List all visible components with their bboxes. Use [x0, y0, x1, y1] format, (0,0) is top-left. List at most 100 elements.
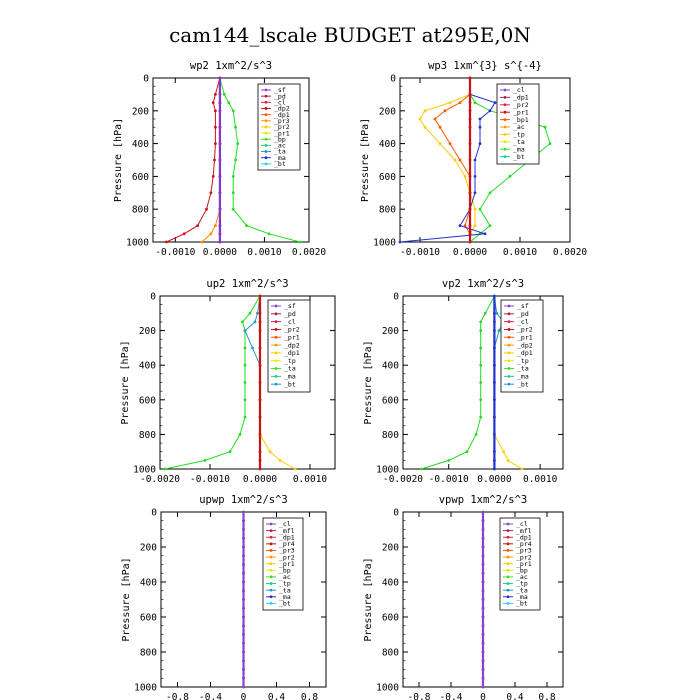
data-point — [479, 398, 483, 402]
data-point — [468, 175, 472, 178]
legend-label: _dp1 — [513, 94, 529, 102]
x-tick-label: 0.0000 — [453, 247, 488, 258]
legend-label: _ta — [274, 148, 286, 156]
data-point — [548, 142, 552, 146]
data-point — [242, 615, 245, 619]
legend-label: _bt — [516, 600, 528, 608]
y-axis-label: Pressure [hPa] — [363, 340, 374, 424]
series-line — [469, 78, 551, 243]
data-point — [479, 381, 483, 384]
data-point — [243, 381, 247, 384]
data-point — [213, 158, 216, 162]
y-axis-label: Pressure [hPa] — [363, 557, 374, 641]
legend-marker — [503, 96, 507, 99]
data-point — [478, 207, 482, 211]
x-tick-label: -0.8 — [166, 692, 189, 700]
data-point — [209, 232, 213, 236]
legend-marker — [506, 595, 510, 599]
data-point — [438, 125, 442, 129]
data-point — [481, 598, 485, 601]
legend-marker — [274, 304, 278, 308]
legend-label: _cl — [513, 86, 525, 94]
data-point — [463, 175, 467, 178]
legend-label: _pr2 — [274, 123, 290, 131]
y-tick-label: 600 — [382, 395, 399, 406]
legend-marker — [274, 343, 278, 347]
legend-marker — [506, 522, 510, 526]
legend-label: _pr2 — [517, 326, 533, 334]
data-point — [493, 415, 496, 419]
legend-label: _pr3 — [279, 547, 295, 555]
data-point — [242, 528, 245, 531]
series-pr2 — [418, 76, 477, 244]
legend-marker — [506, 582, 510, 585]
x-tick-label: -0.0020 — [140, 474, 180, 485]
data-point — [508, 175, 512, 178]
data-point — [481, 685, 485, 689]
legend-marker — [264, 113, 268, 117]
data-point — [468, 109, 472, 113]
legend-label: _bp — [274, 135, 286, 143]
legend-marker — [503, 133, 507, 136]
data-point — [242, 580, 245, 584]
legend-marker — [503, 110, 507, 114]
data-point — [214, 142, 217, 146]
y-tick-label: 0 — [151, 508, 157, 519]
panel-title: upwp 1xm^2/s^3 — [199, 494, 288, 506]
legend: _sf_pd_cl_pr2_pr1_dp2_dp1_tp_ta_ma_bt — [500, 299, 544, 393]
legend-label: _dp1 — [516, 533, 532, 541]
data-point — [218, 240, 222, 244]
legend-marker — [274, 328, 278, 331]
data-point — [473, 175, 477, 178]
chart-panel-1: wp2 1xm^2/s^3 0 200 400 600 800 1000 -0.0010 0.0… — [113, 60, 326, 258]
data-point — [242, 598, 245, 601]
y-tick-label: 0 — [390, 74, 396, 85]
data-point — [481, 519, 485, 523]
series-bt — [468, 76, 472, 244]
legend-marker — [506, 555, 510, 559]
series-pr1 — [200, 76, 222, 244]
legend-marker — [274, 335, 278, 339]
legend-label: _ta — [517, 365, 529, 373]
legend-marker — [507, 320, 511, 324]
data-point — [488, 191, 492, 195]
data-point — [242, 545, 245, 549]
legend: _cl_dp1_pr2_pr1_bp1_ac_tp_ta_ma_bt — [496, 83, 540, 165]
data-point — [468, 207, 472, 211]
data-point — [453, 158, 457, 162]
data-point — [481, 528, 485, 531]
legend-box — [496, 83, 540, 165]
legend-label: _bt — [517, 380, 529, 388]
data-point — [218, 101, 222, 104]
y-tick-label: 1000 — [376, 465, 399, 476]
data-point — [468, 158, 472, 162]
data-point — [242, 606, 245, 610]
data-point — [479, 346, 483, 350]
legend-label: _bp1 — [513, 116, 529, 124]
data-point — [258, 346, 262, 350]
data-point — [493, 459, 496, 462]
series-cl — [242, 510, 245, 689]
x-tick-label: 0.0020 — [553, 247, 588, 258]
data-point — [258, 381, 262, 384]
data-point — [506, 459, 510, 462]
data-point — [238, 433, 242, 436]
data-point — [473, 207, 477, 211]
data-point — [231, 109, 235, 113]
y-axis-label: Pressure [hPa] — [113, 118, 124, 202]
legend-marker — [506, 601, 510, 605]
legend-label: _dp2 — [517, 341, 533, 349]
data-point — [211, 101, 215, 104]
legend-marker — [269, 562, 273, 566]
data-point — [468, 224, 472, 228]
legend-label: _mfl — [279, 527, 295, 535]
y-tick-label: 600 — [379, 172, 396, 183]
data-point — [481, 641, 485, 645]
data-point — [242, 624, 245, 628]
legend-marker — [264, 107, 268, 110]
data-point — [493, 363, 496, 367]
x-tick-label: -0.0010 — [190, 474, 230, 485]
legend-label: _ma — [279, 593, 291, 601]
data-point — [493, 450, 496, 454]
data-point — [493, 381, 496, 384]
